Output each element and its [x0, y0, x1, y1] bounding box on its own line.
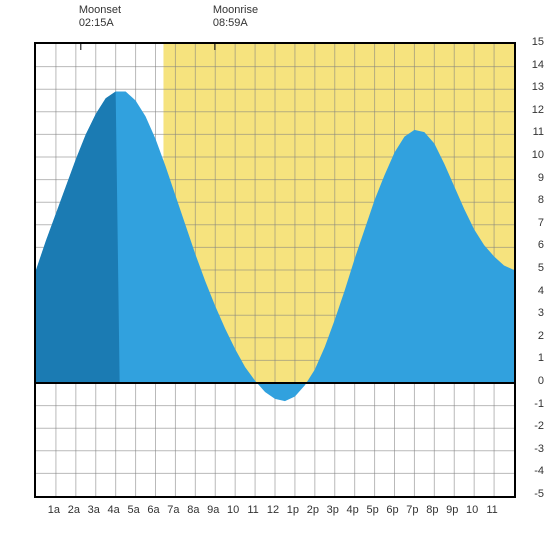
y-tick-label: 14	[532, 59, 544, 71]
y-tick-label: 5	[538, 262, 544, 274]
x-tick-label: 2a	[68, 504, 80, 516]
y-tick-label: 9	[538, 172, 544, 184]
y-tick-label: -3	[534, 443, 544, 455]
y-tick-label: 7	[538, 217, 544, 229]
moon-event-time: 08:59A	[213, 17, 258, 30]
y-tick-label: 1	[538, 352, 544, 364]
moon-event-name: Moonrise	[213, 4, 258, 17]
plot-area	[34, 42, 516, 498]
x-tick-label: 7a	[167, 504, 179, 516]
moon-event-time: 02:15A	[79, 17, 121, 30]
tide-chart: -5-4-3-2-10123456789101112131415 1a2a3a4…	[0, 0, 550, 550]
y-tick-label: 15	[532, 36, 544, 48]
x-tick-label: 2p	[307, 504, 319, 516]
y-tick-label: -2	[534, 420, 544, 432]
x-tick-label: 11	[486, 504, 497, 516]
y-tick-label: -1	[534, 398, 544, 410]
x-tick-label: 1a	[48, 504, 60, 516]
x-tick-label: 12	[267, 504, 279, 516]
x-tick-label: 4p	[347, 504, 359, 516]
x-tick-label: 6a	[147, 504, 159, 516]
y-tick-label: 2	[538, 330, 544, 342]
x-tick-label: 5p	[366, 504, 378, 516]
moonset-label: Moonset02:15A	[79, 4, 121, 30]
x-tick-label: 8a	[187, 504, 199, 516]
y-tick-label: 8	[538, 194, 544, 206]
x-tick-label: 10	[466, 504, 478, 516]
tide-shadow	[36, 91, 120, 383]
y-tick-label: 10	[532, 149, 544, 161]
x-tick-label: 7p	[406, 504, 418, 516]
y-tick-label: 12	[532, 104, 544, 116]
x-tick-label: 3p	[327, 504, 339, 516]
x-tick-label: 5a	[127, 504, 139, 516]
x-tick-label: 6p	[386, 504, 398, 516]
x-tick-label: 8p	[426, 504, 438, 516]
x-tick-label: 9p	[446, 504, 458, 516]
moon-event-name: Moonset	[79, 4, 121, 17]
chart-svg	[36, 44, 514, 496]
moonrise-label: Moonrise08:59A	[213, 4, 258, 30]
x-axis-labels: 1a 2a 3a 4a 5a 6a 7a 8a 9a 10 11 12 1p 2p 3p 4p 5p 6p 7p 8p…	[34, 504, 516, 524]
y-tick-label: 0	[538, 375, 544, 387]
y-tick-label: 3	[538, 307, 544, 319]
x-tick-label: 1p	[287, 504, 299, 516]
y-tick-label: -5	[534, 488, 544, 500]
x-tick-label: 4a	[108, 504, 120, 516]
y-tick-label: 4	[538, 285, 544, 297]
y-tick-label: 6	[538, 239, 544, 251]
y-tick-label: 11	[533, 126, 544, 138]
y-tick-label: -4	[534, 465, 544, 477]
x-tick-label: 3a	[88, 504, 100, 516]
x-tick-label: 10	[227, 504, 239, 516]
x-tick-label: 9a	[207, 504, 219, 516]
y-tick-label: 13	[532, 81, 544, 93]
x-tick-label: 11	[247, 504, 258, 516]
